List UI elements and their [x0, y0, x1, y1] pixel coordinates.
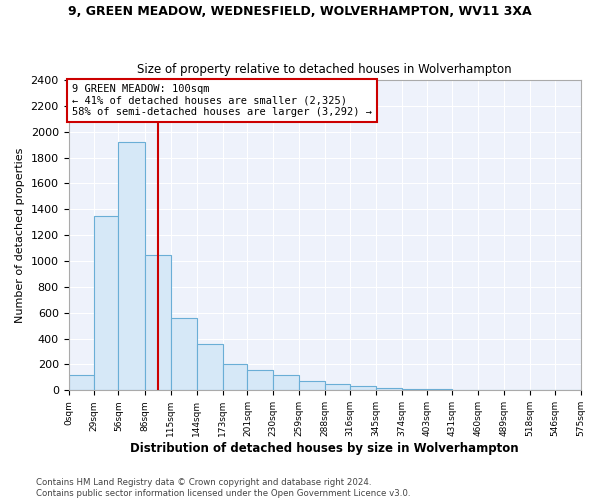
Bar	[376, 388, 401, 390]
Text: 9, GREEN MEADOW, WEDNESFIELD, WOLVERHAMPTON, WV11 3XA: 9, GREEN MEADOW, WEDNESFIELD, WOLVERHAMP…	[68, 5, 532, 18]
Bar	[325, 384, 350, 390]
Bar	[274, 376, 299, 390]
X-axis label: Distribution of detached houses by size in Wolverhampton: Distribution of detached houses by size …	[130, 442, 519, 455]
Y-axis label: Number of detached properties: Number of detached properties	[15, 148, 25, 323]
Bar	[401, 389, 427, 390]
Bar	[68, 376, 94, 390]
Bar	[118, 142, 145, 390]
Text: 9 GREEN MEADOW: 100sqm
← 41% of detached houses are smaller (2,325)
58% of semi-: 9 GREEN MEADOW: 100sqm ← 41% of detached…	[72, 84, 372, 117]
Bar	[247, 370, 274, 390]
Title: Size of property relative to detached houses in Wolverhampton: Size of property relative to detached ho…	[137, 63, 512, 76]
Bar	[145, 254, 171, 390]
Bar	[299, 380, 325, 390]
Bar	[94, 216, 118, 390]
Bar	[350, 386, 376, 390]
Text: Contains HM Land Registry data © Crown copyright and database right 2024.
Contai: Contains HM Land Registry data © Crown c…	[36, 478, 410, 498]
Bar	[171, 318, 197, 390]
Bar	[223, 364, 247, 390]
Bar	[197, 344, 223, 391]
